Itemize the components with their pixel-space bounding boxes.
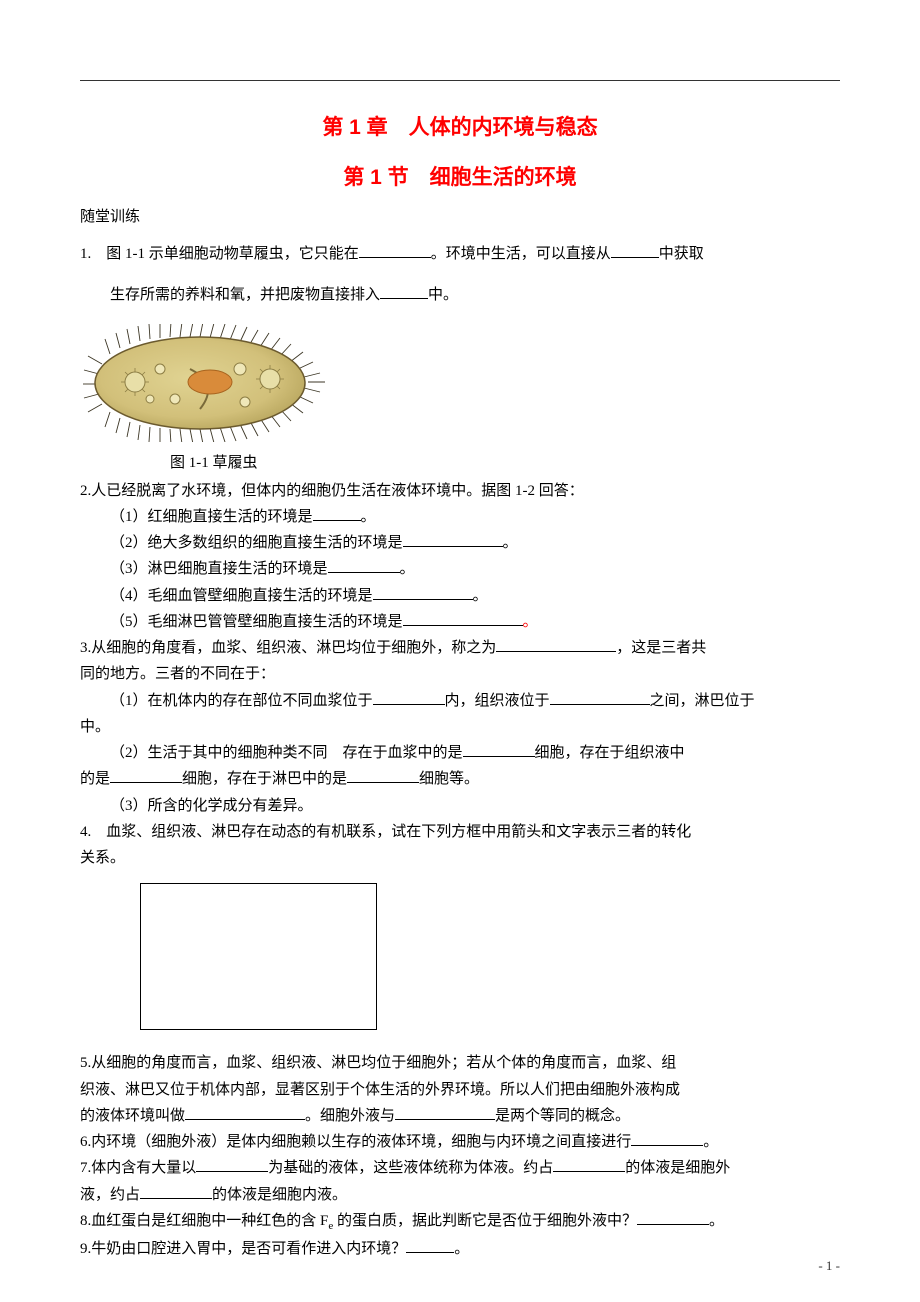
section-title: 第 1 节 细胞生活的环境 [80, 161, 840, 191]
q2-2: （2）绝大多数组织的细胞直接生活的环境是 。 [80, 530, 840, 556]
q3-i1: （1）在机体内的存在部位不同血浆位于 内，组织液位于 之间，淋巴位于 [80, 688, 840, 714]
q2-stem: 2.人已经脱离了水环境，但体内的细胞仍生活在液体环境中。据图 1-2 回答： [80, 478, 840, 504]
q7-line2: 液，约占 的体液是细胞内液。 [80, 1182, 840, 1208]
q2-3: （3）淋巴细胞直接生活的环境是 。 [80, 556, 840, 582]
q8a-post: 的蛋白质，据此判断它是否位于细胞外液中？ [333, 1213, 637, 1229]
q9b: 。 [454, 1241, 469, 1257]
blank [347, 767, 419, 783]
q2-4: （4）毛细血管壁细胞直接生活的环境是 。 [80, 583, 840, 609]
q6b: 。 [703, 1134, 718, 1150]
page-number: - 1 - [818, 1258, 840, 1274]
q1-text-e: 中。 [428, 287, 458, 303]
blank [373, 689, 445, 705]
blank [553, 1156, 625, 1172]
blank [403, 531, 503, 547]
q4-line2: 关系。 [80, 845, 840, 871]
q5-3b: 。细胞外液与 [305, 1108, 395, 1124]
q2-5a: （5）毛细淋巴管管壁细胞直接生活的环境是 [110, 614, 403, 630]
q3-i1-cont: 中。 [80, 714, 840, 740]
q2-3b: 。 [400, 561, 415, 577]
figure-1-1 [80, 324, 840, 447]
q2-1a: （1）红细胞直接生活的环境是 [110, 509, 313, 525]
q3-i2d: 细胞，存在于淋巴中的是 [182, 771, 347, 787]
blank [328, 557, 400, 573]
q3-i1a: （1）在机体内的存在部位不同血浆位于 [110, 693, 373, 709]
q3-i2-cont: 的是 细胞，存在于淋巴中的是 细胞等。 [80, 766, 840, 792]
blank [196, 1156, 268, 1172]
q1-text-a: 1. 图 1-1 示单细胞动物草履虫，它只能在 [80, 246, 359, 262]
q3-i1c: 之间，淋巴位于 [650, 693, 755, 709]
blank [395, 1104, 495, 1120]
q3-1b: ，这是三者共 [616, 640, 706, 656]
q8: 8.血红蛋白是红细胞中一种红色的含 Fe 的蛋白质，据此判断它是否位于细胞外液中… [80, 1208, 840, 1236]
q3-i2e: 细胞等。 [419, 771, 479, 787]
page: 第 1 章 人体的内环境与稳态 第 1 节 细胞生活的环境 随堂训练 1. 图 … [0, 0, 920, 1302]
blank [185, 1104, 305, 1120]
q2-5: （5）毛细淋巴管管壁细胞直接生活的环境是 。 [80, 609, 840, 635]
blank [496, 636, 616, 652]
top-rule [80, 80, 840, 81]
q2-3a: （3）淋巴细胞直接生活的环境是 [110, 561, 328, 577]
blank [631, 1130, 703, 1146]
q5-3a: 的液体环境叫做 [80, 1108, 185, 1124]
q3-i2c: 的是 [80, 771, 110, 787]
blank [373, 584, 473, 600]
blank [313, 505, 361, 521]
q2-1: （1）红细胞直接生活的环境是 。 [80, 504, 840, 530]
blank [140, 1183, 212, 1199]
chapter-title: 第 1 章 人体的内环境与稳态 [80, 111, 840, 141]
q1-text-c: 中获取 [659, 246, 704, 262]
q8a-pre: 8.血红蛋白是红细胞中一种红色的含 F [80, 1213, 328, 1229]
q3-i2b: 细胞，存在于组织液中 [535, 745, 685, 761]
blank [550, 689, 650, 705]
q7e: 的体液是细胞内液。 [212, 1187, 347, 1203]
q6: 6.内环境（细胞外液）是体内细胞赖以生存的液体环境，细胞与内环境之间直接进行 。 [80, 1129, 840, 1155]
q1-text-b: 。环境中生活，可以直接从 [431, 246, 611, 262]
q2-4a: （4）毛细血管壁细胞直接生活的环境是 [110, 588, 373, 604]
q1-text-d: 生存所需的养料和氧，并把废物直接排入 [110, 287, 380, 303]
q4-answer-box [140, 883, 377, 1030]
q9a: 9.牛奶由口腔进入胃中，是否可看作进入内环境？ [80, 1241, 406, 1257]
blank [611, 242, 659, 258]
q7c: 的体液是细胞外 [625, 1160, 730, 1176]
q2-4b: 。 [473, 588, 488, 604]
q1-line2: 生存所需的养料和氧，并把废物直接排入 中。 [80, 282, 840, 308]
blank [406, 1237, 454, 1253]
q3-1a: 3.从细胞的角度看，血浆、组织液、淋巴均位于细胞外，称之为 [80, 640, 496, 656]
q7d: 液，约占 [80, 1187, 140, 1203]
blank [403, 610, 523, 626]
q3-i3: （3）所含的化学成分有差异。 [80, 793, 840, 819]
classwork-label: 随堂训练 [80, 205, 840, 226]
q2-2b: 。 [503, 535, 518, 551]
q2-1b: 。 [361, 509, 376, 525]
q9: 9.牛奶由口腔进入胃中，是否可看作进入内环境？ 。 [80, 1236, 840, 1262]
blank [359, 242, 431, 258]
q2-2a: （2）绝大多数组织的细胞直接生活的环境是 [110, 535, 403, 551]
figure-1-1-caption: 图 1-1 草履虫 [170, 451, 840, 472]
q7a: 7.体内含有大量以 [80, 1160, 196, 1176]
q8b: 。 [709, 1213, 724, 1229]
q6a: 6.内环境（细胞外液）是体内细胞赖以生存的液体环境，细胞与内环境之间直接进行 [80, 1134, 631, 1150]
q4-line1: 4. 血浆、组织液、淋巴存在动态的有机联系，试在下列方框中用箭头和文字表示三者的… [80, 819, 840, 845]
q3-i1b: 内，组织液位于 [445, 693, 550, 709]
q3-i2: （2）生活于其中的细胞种类不同 存在于血浆中的是 细胞，存在于组织液中 [80, 740, 840, 766]
q3-line2: 同的地方。三者的不同在于： [80, 661, 840, 687]
q5-line1: 5.从细胞的角度而言，血浆、组织液、淋巴均位于细胞外；若从个体的角度而言，血浆、… [80, 1050, 840, 1076]
q3-line1: 3.从细胞的角度看，血浆、组织液、淋巴均位于细胞外，称之为 ，这是三者共 [80, 635, 840, 661]
blank [637, 1209, 709, 1225]
q5-line3: 的液体环境叫做 。细胞外液与 是两个等同的概念。 [80, 1103, 840, 1129]
q1-line1: 1. 图 1-1 示单细胞动物草履虫，它只能在 。环境中生活，可以直接从 中获取 [80, 241, 840, 267]
red-stop: 。 [523, 614, 538, 630]
q7-line1: 7.体内含有大量以 为基础的液体，这些液体统称为体液。约占 的体液是细胞外 [80, 1155, 840, 1181]
q3-i2a: （2）生活于其中的细胞种类不同 存在于血浆中的是 [110, 745, 463, 761]
blank [380, 283, 428, 299]
paramecium-icon [80, 324, 335, 442]
q5-3c: 是两个等同的概念。 [495, 1108, 630, 1124]
blank [463, 741, 535, 757]
q7b: 为基础的液体，这些液体统称为体液。约占 [268, 1160, 553, 1176]
blank [110, 767, 182, 783]
q5-line2: 织液、淋巴又位于机体内部，显著区别于个体生活的外界环境。所以人们把由细胞外液构成 [80, 1077, 840, 1103]
